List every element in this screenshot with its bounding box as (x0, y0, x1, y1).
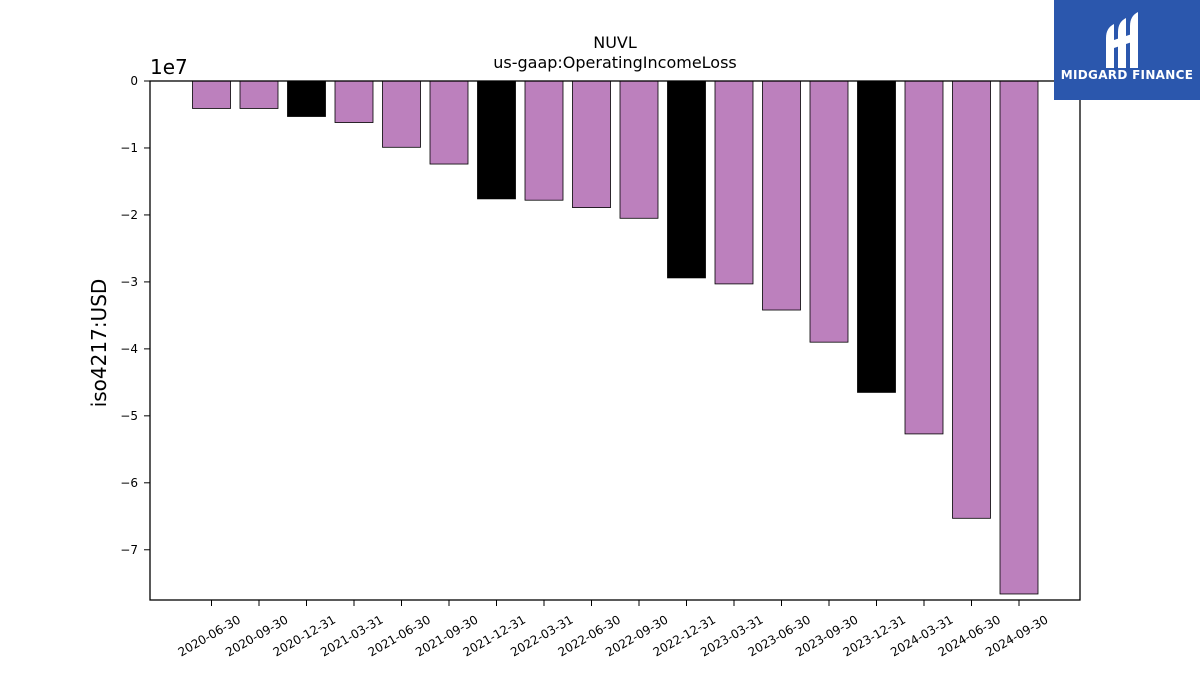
bar-2021-12-31 (477, 80, 516, 200)
y-offset-label: 1e7 (150, 55, 188, 79)
y-axis-label: iso4217:USD (87, 279, 111, 408)
bar-2023-09-30 (809, 80, 849, 343)
bar-2024-09-30 (999, 80, 1039, 595)
bar-2024-03-31 (904, 80, 944, 435)
y-tick-label-3: −3 (120, 275, 138, 289)
bar-2022-06-30 (572, 80, 611, 208)
y-tick-label-0: 0 (130, 74, 138, 88)
bar-2023-12-31 (857, 80, 896, 393)
brand-logo: MIDGARD FINANCE (1054, 0, 1200, 100)
bar-2023-06-30 (762, 80, 801, 311)
brand-name: MIDGARD FINANCE (1060, 68, 1194, 82)
y-tick-label-4: −4 (120, 342, 138, 356)
y-ticks-group: 0 −1 −2 −3 −4 −5 −6 −7 (120, 74, 150, 557)
bar-2024-06-30 (952, 80, 991, 519)
y-tick-label-6: −6 (120, 476, 138, 490)
bar-2022-03-31 (524, 80, 564, 201)
y-tick-label-5: −5 (120, 409, 138, 423)
x-ticks-group: 2020-06-302020-09-302020-12-312021-03-31… (176, 600, 1051, 659)
bar-2020-12-31 (287, 80, 326, 117)
midgard-logo-icon (1106, 12, 1138, 68)
bar-2021-09-30 (429, 80, 469, 165)
bar-2020-06-30 (192, 80, 231, 109)
plot-frame (149, 80, 1081, 601)
bars-group (192, 80, 1039, 595)
bar-2021-06-30 (382, 80, 421, 148)
bar-2023-03-31 (714, 80, 754, 285)
y-tick-label-7: −7 (120, 543, 138, 557)
bar-2022-12-31 (667, 80, 706, 279)
y-tick-label-1: −1 (120, 141, 138, 155)
y-tick-label-2: −2 (120, 208, 138, 222)
chart-title: NUVL (593, 33, 637, 52)
bar-2021-03-31 (334, 80, 374, 123)
chart-subtitle: us-gaap:OperatingIncomeLoss (493, 53, 737, 72)
bar-2022-09-30 (619, 80, 659, 219)
bar-2020-09-30 (239, 80, 279, 109)
